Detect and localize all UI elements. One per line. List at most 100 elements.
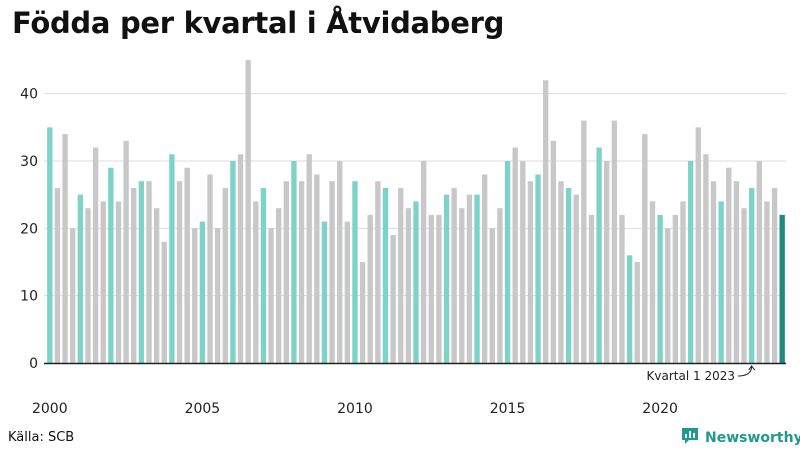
bar xyxy=(558,181,564,363)
brand-logo[interactable]: Newsworthy xyxy=(680,427,800,449)
bar xyxy=(680,201,686,363)
bar xyxy=(291,161,297,363)
bar xyxy=(543,80,549,363)
brand-name: Newsworthy xyxy=(705,430,800,446)
bar xyxy=(649,201,656,363)
bar xyxy=(466,194,473,363)
bar xyxy=(146,181,152,363)
bar xyxy=(337,161,343,363)
bar xyxy=(604,161,610,363)
bar xyxy=(184,167,190,363)
bar xyxy=(520,161,526,363)
bar xyxy=(596,147,602,363)
bar xyxy=(459,208,465,363)
bar xyxy=(214,228,221,363)
bar xyxy=(260,187,267,363)
bar xyxy=(131,187,137,363)
bar xyxy=(619,214,625,363)
bar xyxy=(512,147,518,363)
bar xyxy=(192,228,198,363)
bar xyxy=(314,174,320,363)
bar xyxy=(756,161,762,363)
bar xyxy=(771,187,778,363)
chart-title: Födda per kvartal i Åtvidaberg xyxy=(12,6,505,40)
bar xyxy=(47,127,53,363)
bar xyxy=(92,147,99,363)
y-tick-label: 0 xyxy=(29,356,38,372)
source-label: Källa: SCB xyxy=(8,430,75,445)
bar xyxy=(375,181,381,363)
bar xyxy=(611,120,618,363)
bar xyxy=(138,181,145,363)
bar xyxy=(710,181,717,363)
bar xyxy=(504,161,511,363)
bar xyxy=(726,167,732,363)
bar xyxy=(573,194,579,363)
bar-highlight xyxy=(779,214,785,363)
bar xyxy=(481,174,488,363)
bar xyxy=(283,181,289,363)
bar xyxy=(695,127,701,363)
bar xyxy=(405,208,412,363)
bar xyxy=(123,140,129,363)
bar xyxy=(398,187,404,363)
bar xyxy=(642,134,648,363)
bar xyxy=(527,181,534,363)
bar xyxy=(176,181,183,363)
bar xyxy=(169,154,175,363)
bar xyxy=(108,167,114,363)
bar xyxy=(390,235,396,363)
bar xyxy=(687,161,694,363)
bar xyxy=(764,201,770,363)
bar xyxy=(581,120,587,363)
bar xyxy=(222,187,228,363)
bar xyxy=(253,201,259,363)
bar xyxy=(741,208,747,363)
bar-chart: 0 10 20 30 40 2000 2005 2010 2015 2020 Kvartal 1… xyxy=(20,60,786,417)
bar xyxy=(352,181,358,363)
bar xyxy=(276,208,282,363)
bar xyxy=(161,241,167,363)
bar xyxy=(474,194,480,363)
bar xyxy=(565,187,572,363)
bar xyxy=(54,187,61,363)
bar xyxy=(489,228,495,363)
bar xyxy=(77,194,83,363)
bar xyxy=(344,221,351,363)
bar xyxy=(672,214,679,363)
bar xyxy=(588,214,595,363)
x-tick-label: 2010 xyxy=(337,401,373,417)
x-tick-label: 2020 xyxy=(642,401,678,417)
bar xyxy=(70,228,76,363)
bar xyxy=(268,228,274,363)
y-tick-label: 40 xyxy=(20,87,38,103)
bar xyxy=(329,181,335,363)
chart-logo-icon xyxy=(680,426,700,450)
bar xyxy=(535,174,541,363)
bar xyxy=(436,214,442,363)
x-tick-label: 2015 xyxy=(490,401,526,417)
bar xyxy=(115,201,122,363)
y-tick-label: 20 xyxy=(20,221,38,237)
y-tick-label: 10 xyxy=(20,289,38,305)
bar xyxy=(306,154,312,363)
bar xyxy=(550,140,556,363)
x-axis-ticks: 2000 2005 2010 2015 2020 xyxy=(32,401,678,417)
bar xyxy=(443,194,450,363)
bar xyxy=(749,187,755,363)
bar xyxy=(634,262,640,363)
bar xyxy=(85,208,91,363)
x-tick-label: 2005 xyxy=(185,401,221,417)
bar xyxy=(199,221,206,363)
bar xyxy=(413,201,419,363)
bar xyxy=(451,187,457,363)
bar xyxy=(100,201,106,363)
bar xyxy=(657,214,663,363)
bar xyxy=(230,161,236,363)
bar xyxy=(665,228,671,363)
bar xyxy=(382,187,389,363)
bar xyxy=(207,174,213,363)
y-axis-ticks: 0 10 20 30 40 xyxy=(20,87,38,372)
annotation-label: Kvartal 1 2023 xyxy=(647,369,735,383)
bar xyxy=(153,208,160,363)
